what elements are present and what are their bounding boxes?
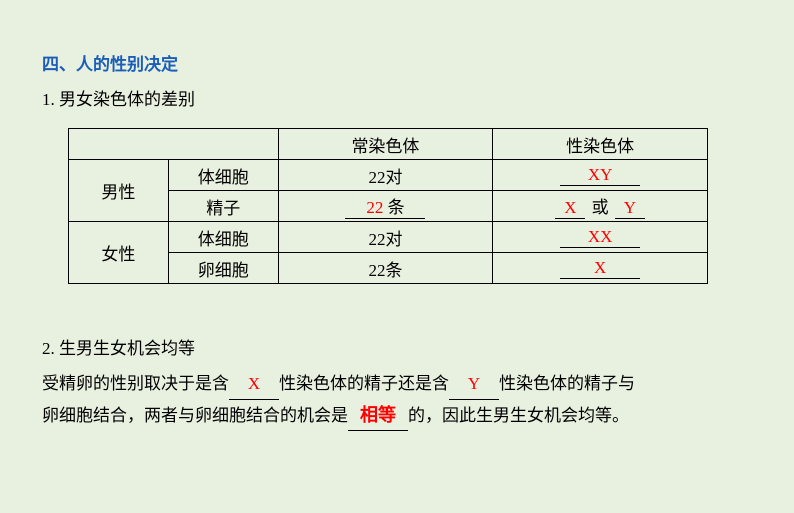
section2-title: 2. 生男生女机会均等 [42, 334, 752, 359]
male-gamete-label: 精子 [168, 191, 278, 222]
text-segment: 卵细胞结合，两者与卵细胞结合的机会是 [42, 406, 348, 425]
male-somatic-autosomes: 22对 [278, 160, 493, 191]
header-empty [69, 129, 279, 160]
male-somatic-label: 体细胞 [168, 160, 278, 191]
fill-blank: X [560, 258, 640, 279]
table-row: 男性 体细胞 22对 XY [69, 160, 708, 191]
female-somatic-autosomes: 22对 [278, 222, 493, 253]
fill-blank: X [229, 369, 279, 400]
main-heading: 四、人的性别决定 [42, 50, 752, 75]
fill-blank: Y [449, 369, 499, 400]
female-label: 女性 [69, 222, 169, 284]
table-row: 女性 体细胞 22对 XX [69, 222, 708, 253]
female-somatic-label: 体细胞 [168, 222, 278, 253]
section1-title: 1. 男女染色体的差别 [42, 85, 752, 110]
fill-value: X [555, 198, 585, 219]
table-header-row: 常染色体 性染色体 [69, 129, 708, 160]
male-somatic-sex: XY [493, 160, 708, 191]
text-segment: 性染色体的精子还是含 [279, 374, 449, 393]
male-gamete-sex: X 或 Y [493, 191, 708, 222]
chromosome-table: 常染色体 性染色体 男性 体细胞 22对 XY 精子 22 条 X 或 Y [68, 128, 708, 284]
text-segment: 受精卵的性别取决于是含 [42, 374, 229, 393]
middle-text: 或 [590, 198, 611, 217]
fill-blank: XX [560, 227, 640, 248]
text-segment: 的，因此生男生女机会均等。 [408, 406, 629, 425]
section2-paragraph: 受精卵的性别取决于是含X性染色体的精子还是含Y性染色体的精子与卵细胞结合，两者与… [42, 369, 752, 431]
fill-blank: XY [560, 165, 640, 186]
fill-value: 22 [366, 198, 383, 217]
female-gamete-autosomes: 22条 [278, 253, 493, 284]
female-gamete-label: 卵细胞 [168, 253, 278, 284]
male-label: 男性 [69, 160, 169, 222]
fill-value: Y [615, 198, 645, 219]
header-autosomes: 常染色体 [278, 129, 493, 160]
female-somatic-sex: XX [493, 222, 708, 253]
header-sex-chromosomes: 性染色体 [493, 129, 708, 160]
text-segment: 性染色体的精子与 [499, 374, 635, 393]
table-container: 常染色体 性染色体 男性 体细胞 22对 XY 精子 22 条 X 或 Y [68, 128, 752, 284]
suffix-text: 条 [388, 198, 405, 217]
fill-blank-mixed: 22 条 [345, 193, 425, 219]
fill-blank-sparse: X 或 Y [555, 193, 645, 219]
male-gamete-autosomes: 22 条 [278, 191, 493, 222]
fill-blank-bold: 相等 [348, 400, 408, 431]
female-gamete-sex: X [493, 253, 708, 284]
